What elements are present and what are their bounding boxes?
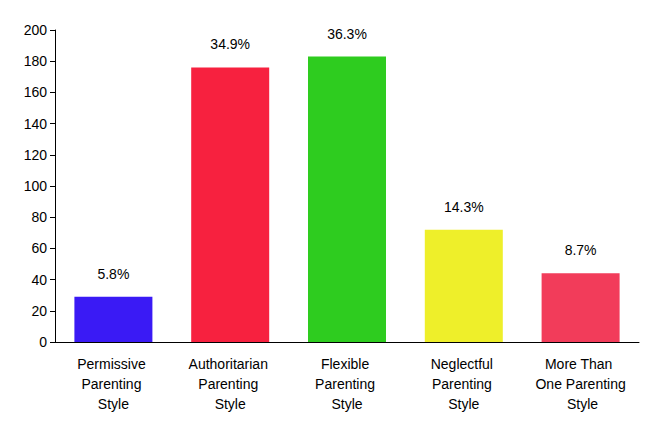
- svg-text:Style: Style: [98, 396, 129, 412]
- svg-text:Parenting: Parenting: [198, 376, 262, 392]
- svg-text:Parenting: Parenting: [81, 376, 145, 392]
- svg-text:More Than: More Than: [545, 356, 616, 372]
- svg-text:36.3%: 36.3%: [327, 26, 367, 42]
- svg-text:100: 100: [24, 178, 48, 194]
- svg-text:Flexible: Flexible: [321, 356, 373, 372]
- svg-text:Style: Style: [563, 396, 598, 412]
- svg-text:20: 20: [31, 303, 47, 319]
- svg-text:Neglectful: Neglectful: [431, 356, 497, 372]
- svg-text:Parenting: Parenting: [315, 376, 379, 392]
- svg-text:Style: Style: [448, 396, 479, 412]
- svg-text:Authoritarian: Authoritarian: [189, 356, 272, 372]
- svg-text:140: 140: [24, 116, 48, 132]
- svg-text:14.3%: 14.3%: [444, 199, 484, 215]
- svg-text:0: 0: [39, 334, 47, 350]
- svg-text:34.9%: 34.9%: [210, 36, 250, 52]
- svg-text:Style: Style: [215, 396, 246, 412]
- svg-text:Style: Style: [331, 396, 362, 412]
- svg-text:160: 160: [24, 84, 48, 100]
- svg-text:200: 200: [24, 22, 48, 38]
- svg-text:One Parenting: One Parenting: [535, 376, 625, 392]
- svg-text:120: 120: [24, 147, 48, 163]
- svg-text:80: 80: [31, 209, 47, 225]
- svg-text:Parenting: Parenting: [432, 376, 496, 392]
- svg-text:8.7%: 8.7%: [565, 242, 597, 258]
- svg-text:Permissive: Permissive: [77, 356, 149, 372]
- svg-text:60: 60: [31, 240, 47, 256]
- svg-text:40: 40: [31, 272, 47, 288]
- svg-text:5.8%: 5.8%: [97, 266, 129, 282]
- svg-text:180: 180: [24, 53, 48, 69]
